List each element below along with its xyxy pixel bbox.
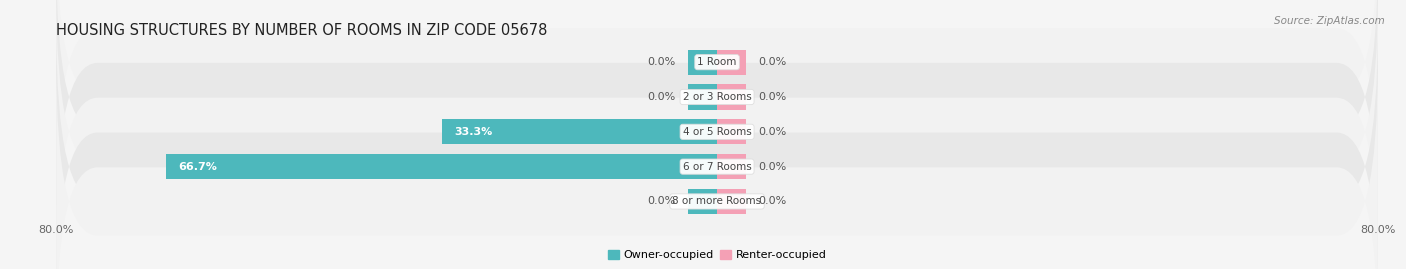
Text: Source: ZipAtlas.com: Source: ZipAtlas.com: [1274, 16, 1385, 26]
Text: 0.0%: 0.0%: [758, 92, 786, 102]
Bar: [717, 84, 747, 109]
FancyBboxPatch shape: [56, 0, 1378, 237]
Text: 8 or more Rooms: 8 or more Rooms: [672, 196, 762, 206]
Text: 0.0%: 0.0%: [648, 196, 676, 206]
FancyBboxPatch shape: [56, 0, 1378, 269]
Text: 0.0%: 0.0%: [648, 57, 676, 67]
Bar: [688, 50, 717, 75]
Bar: [688, 84, 717, 109]
Text: 0.0%: 0.0%: [758, 162, 786, 172]
Text: 0.0%: 0.0%: [758, 57, 786, 67]
Text: 0.0%: 0.0%: [648, 92, 676, 102]
Text: 4 or 5 Rooms: 4 or 5 Rooms: [683, 127, 751, 137]
Text: 66.7%: 66.7%: [179, 162, 218, 172]
Bar: [688, 189, 717, 214]
Bar: [166, 154, 717, 179]
Text: HOUSING STRUCTURES BY NUMBER OF ROOMS IN ZIP CODE 05678: HOUSING STRUCTURES BY NUMBER OF ROOMS IN…: [56, 23, 547, 38]
Bar: [441, 119, 717, 144]
Legend: Owner-occupied, Renter-occupied: Owner-occupied, Renter-occupied: [603, 245, 831, 265]
FancyBboxPatch shape: [56, 0, 1378, 202]
Text: 2 or 3 Rooms: 2 or 3 Rooms: [683, 92, 751, 102]
Bar: [717, 50, 747, 75]
Text: 1 Room: 1 Room: [697, 57, 737, 67]
Text: 0.0%: 0.0%: [758, 196, 786, 206]
FancyBboxPatch shape: [56, 62, 1378, 269]
Bar: [717, 154, 747, 179]
FancyBboxPatch shape: [56, 27, 1378, 269]
Text: 6 or 7 Rooms: 6 or 7 Rooms: [683, 162, 751, 172]
Text: 0.0%: 0.0%: [758, 127, 786, 137]
Text: 33.3%: 33.3%: [454, 127, 492, 137]
Bar: [717, 189, 747, 214]
Bar: [717, 119, 747, 144]
